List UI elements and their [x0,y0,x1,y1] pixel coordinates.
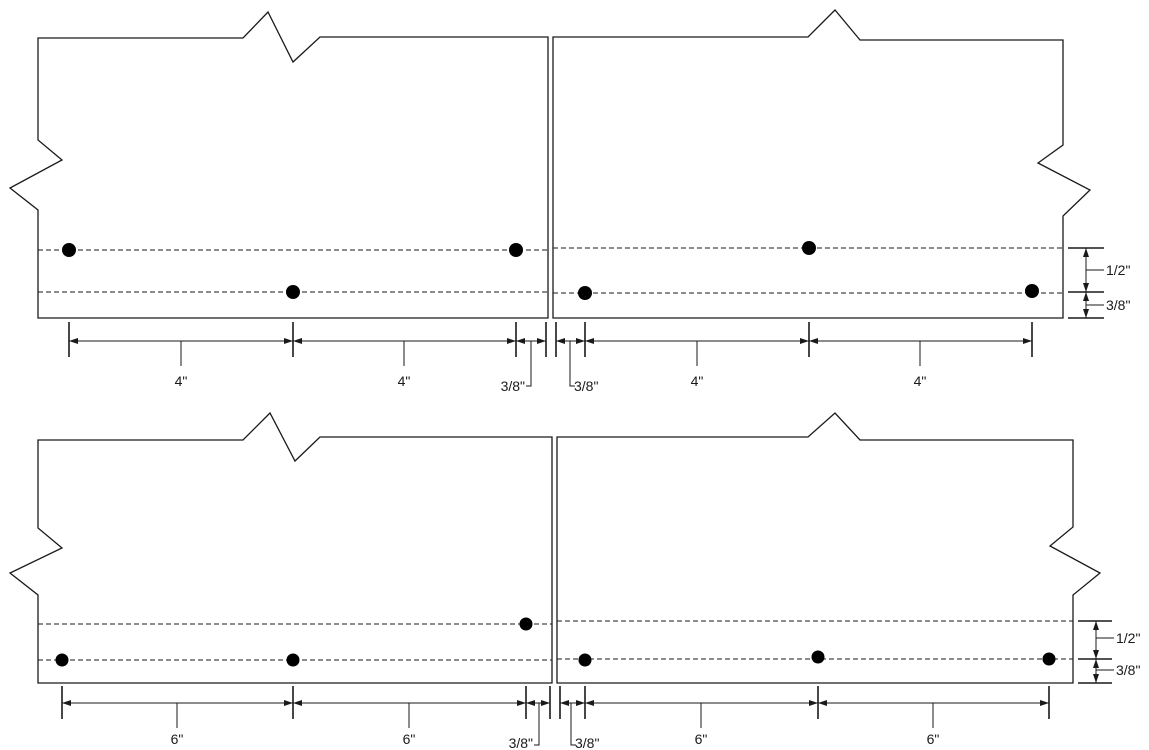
dimension-label: 6" [695,731,708,747]
bolt [802,241,816,255]
bolt [578,286,592,300]
bolt [55,653,69,667]
top-right-panel [552,9,1092,319]
dimension-label: 3/8" [509,735,533,750]
dimension-label: 3/8" [575,735,599,750]
dimension-label: 3/8" [1106,297,1130,313]
bolt [286,653,300,667]
dimension-label: 4" [914,373,927,389]
bolt [1042,652,1056,666]
dimension-label: 3/8" [1116,662,1140,678]
dimension-label: 6" [927,731,940,747]
bolt [509,243,523,257]
dimension-label: 3/8" [501,378,525,394]
dimension-label: 3/8" [574,378,598,394]
bottom-horizontal-dimensions: 6" 6" 3/8" 3/8" 6" 6" [61,686,1050,750]
top-vertical-dimensions: 1/2" 3/8" [1068,247,1130,319]
bolt [62,243,76,257]
dimension-label: 6" [171,731,184,747]
bottom-right-panel [556,412,1102,684]
bolt [578,653,592,667]
bottom-vertical-dimensions: 1/2" 3/8" [1078,620,1140,684]
top-left-panel [8,10,549,319]
dimension-label: 1/2" [1106,262,1130,278]
bolt [519,617,533,631]
bolt [1025,284,1039,298]
dimension-label: 6" [403,731,416,747]
dimension-label: 1/2" [1116,630,1140,646]
dimension-label: 4" [398,373,411,389]
top-horizontal-dimensions: 4" 4" 3/8" 3/8" 4" 4" [68,322,1033,394]
dimension-label: 4" [691,373,704,389]
bolt [811,650,825,664]
dimension-label: 4" [175,373,188,389]
bolt [286,285,300,299]
bottom-left-panel [8,411,553,684]
